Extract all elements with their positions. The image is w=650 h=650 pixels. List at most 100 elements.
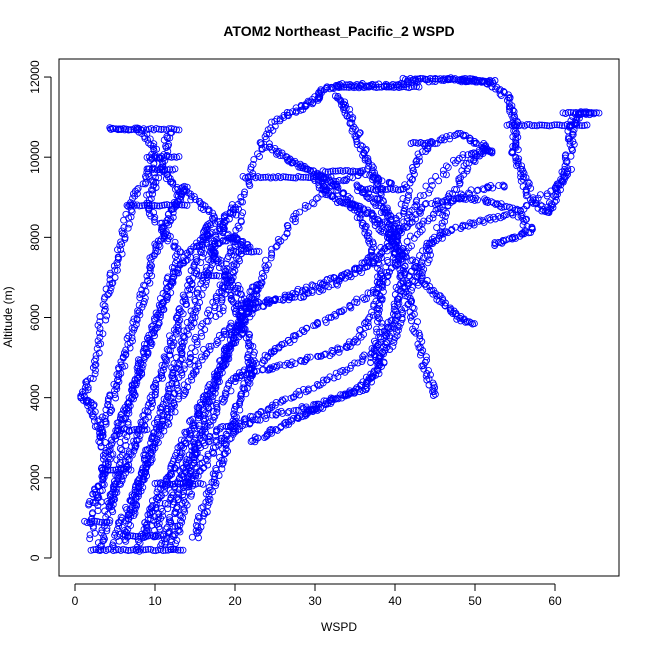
data-point — [166, 516, 173, 524]
data-point — [524, 178, 532, 186]
data-point — [485, 184, 493, 192]
data-point — [442, 133, 450, 141]
data-point — [459, 75, 467, 83]
data-point — [340, 83, 348, 91]
data-point — [189, 480, 197, 488]
data-point — [224, 283, 232, 291]
data-point — [325, 314, 333, 322]
data-point — [231, 406, 238, 413]
data-point — [134, 532, 142, 540]
data-point — [455, 175, 463, 183]
data-point — [212, 340, 220, 348]
data-point — [245, 364, 253, 371]
data-point — [274, 409, 282, 416]
data-point — [137, 545, 145, 553]
data-point — [351, 359, 358, 367]
data-point — [502, 202, 510, 210]
data-point — [375, 333, 383, 341]
data-point — [107, 407, 115, 415]
data-point — [130, 426, 138, 434]
data-point — [158, 225, 166, 232]
data-point — [374, 314, 382, 322]
data-point — [292, 107, 300, 115]
data-point — [198, 291, 206, 299]
data-point — [286, 109, 294, 117]
data-point — [203, 423, 211, 430]
data-point — [372, 187, 380, 195]
data-point — [334, 395, 342, 403]
data-point — [536, 121, 543, 129]
data-point — [395, 299, 403, 307]
data-point — [203, 226, 211, 234]
data-point — [403, 238, 411, 245]
data-point — [176, 305, 183, 313]
data-point — [411, 277, 419, 285]
data-point — [416, 192, 424, 200]
data-point — [96, 329, 103, 337]
data-point — [407, 313, 414, 321]
data-point — [528, 122, 536, 130]
data-point — [397, 280, 405, 287]
data-point — [383, 328, 390, 336]
data-point — [321, 316, 329, 324]
data-point — [401, 205, 409, 213]
data-point — [166, 337, 174, 345]
data-point — [167, 470, 174, 478]
data-point — [179, 310, 187, 318]
data-point — [314, 406, 321, 414]
data-point — [538, 121, 546, 129]
data-point — [585, 109, 593, 116]
data-point — [109, 466, 117, 474]
data-point — [369, 240, 377, 248]
data-point — [126, 344, 134, 352]
data-point — [195, 527, 203, 534]
data-point — [226, 324, 233, 331]
data-point — [189, 419, 197, 427]
data-point — [450, 195, 458, 203]
data-point — [213, 367, 221, 375]
data-point — [112, 125, 120, 133]
data-point — [111, 266, 119, 274]
data-point — [153, 166, 161, 174]
data-point — [284, 173, 292, 181]
data-point — [175, 360, 183, 368]
data-point — [436, 229, 444, 237]
data-point — [459, 151, 467, 159]
data-point — [180, 391, 188, 399]
data-point — [446, 76, 454, 83]
data-point — [357, 167, 364, 175]
y-axis-label: Altitude (m) — [1, 286, 15, 347]
data-point — [180, 182, 188, 190]
data-point — [171, 165, 179, 173]
data-point — [271, 345, 279, 352]
data-point — [280, 295, 288, 303]
data-point — [253, 247, 260, 255]
data-point — [561, 162, 569, 170]
data-point — [149, 190, 157, 198]
data-point — [368, 308, 376, 316]
data-point — [257, 174, 265, 182]
data-point — [271, 296, 279, 303]
data-point — [151, 379, 159, 387]
data-point — [425, 381, 433, 389]
data-point — [268, 146, 276, 154]
data-point — [139, 532, 147, 540]
data-point — [170, 338, 178, 346]
data-point — [141, 456, 148, 464]
data-point — [460, 132, 468, 140]
data-point — [500, 182, 508, 190]
data-point — [117, 466, 125, 474]
data-point — [473, 76, 481, 84]
data-point — [298, 357, 306, 365]
data-point — [348, 115, 356, 123]
data-point — [188, 281, 196, 289]
data-point — [240, 191, 248, 198]
data-point — [208, 272, 215, 280]
data-point — [151, 480, 159, 487]
data-point — [409, 167, 417, 175]
data-point — [548, 121, 556, 129]
data-point — [276, 361, 284, 369]
data-point — [373, 278, 381, 286]
data-point — [425, 189, 433, 197]
